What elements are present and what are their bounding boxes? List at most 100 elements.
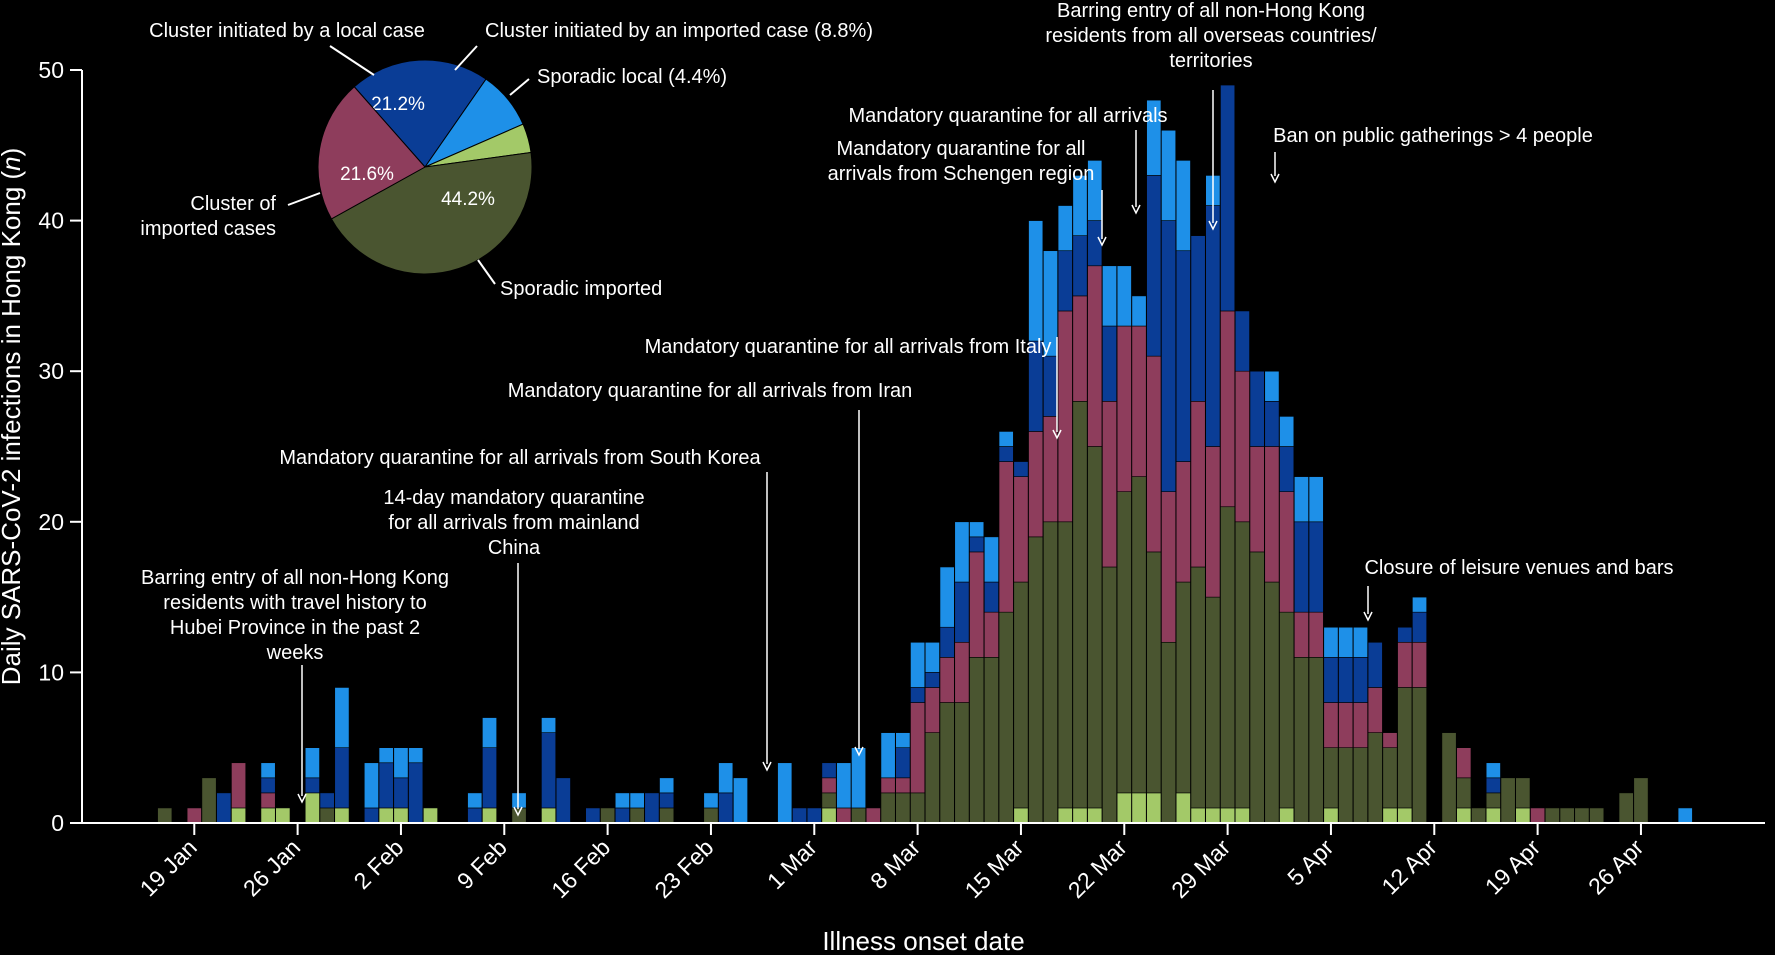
bar-segment-cluster_local bbox=[1264, 401, 1280, 447]
bar-segment-sporadic_imported bbox=[1515, 777, 1531, 809]
bar-segment-cluster_local bbox=[895, 747, 911, 779]
bar-segment-sporadic_imported bbox=[1633, 777, 1649, 824]
annotation-text: China bbox=[488, 537, 541, 559]
bar-segment-sporadic_imported bbox=[1175, 581, 1191, 794]
bar-segment-cluster_imported bbox=[1043, 416, 1058, 523]
bar-segment-sporadic_imported bbox=[851, 807, 867, 824]
pie-leader-line bbox=[477, 259, 496, 285]
bar-segment-sporadic_imported bbox=[1205, 596, 1221, 809]
bar-segment-cluster_initiated_imported bbox=[1264, 370, 1280, 402]
bar-segment-sporadic_local bbox=[378, 807, 394, 824]
bar-segment-cluster_initiated_imported bbox=[998, 431, 1014, 447]
x-ticks: 19 Jan 26 Jan 2 Feb 9 Feb 16 Feb 23 Feb 1 Mar 8… bbox=[135, 823, 1649, 903]
bar-segment-cluster_local bbox=[1249, 370, 1265, 447]
bar-segment-cluster_local bbox=[939, 626, 955, 658]
bar-segment-cluster_initiated_imported bbox=[836, 762, 852, 809]
bar-segment-cluster_initiated_imported bbox=[1116, 265, 1132, 327]
bar-segment-cluster_imported bbox=[1338, 702, 1354, 749]
pie-slice-label: 21.2% bbox=[371, 94, 425, 115]
annotation-text: weeks bbox=[266, 642, 324, 664]
x-tick-label: 26 Apr bbox=[1583, 834, 1649, 900]
bar-segment-cluster_local bbox=[1353, 657, 1368, 703]
bar-segment-cluster_imported bbox=[1382, 732, 1398, 749]
bar-segment-cluster_imported bbox=[1057, 310, 1073, 523]
x-tick-label: 1 Mar bbox=[762, 834, 822, 894]
bar-segment-cluster_local bbox=[1234, 310, 1250, 372]
bar-segment-cluster_local bbox=[1146, 175, 1162, 357]
bar-segment-cluster_imported bbox=[1190, 401, 1206, 568]
bar-segment-cluster_initiated_imported bbox=[1485, 762, 1501, 779]
bar-segment-cluster_imported bbox=[880, 777, 896, 794]
bar-segment-cluster_initiated_imported bbox=[260, 762, 276, 779]
bar-segment-sporadic_local bbox=[1515, 807, 1531, 824]
bar-segment-sporadic_local bbox=[1234, 807, 1250, 824]
bar-segment-cluster_initiated_imported bbox=[718, 762, 734, 794]
bar-segment-cluster_local bbox=[555, 777, 571, 824]
bar-segment-cluster_initiated_imported bbox=[983, 536, 999, 583]
bar-segment-sporadic_imported bbox=[1485, 792, 1501, 809]
annotation-text: Mandatory quarantine for all bbox=[836, 138, 1085, 160]
annotation-text: Ban on public gatherings > 4 people bbox=[1273, 125, 1593, 147]
bar-segment-sporadic_imported bbox=[1353, 747, 1368, 824]
bar-segment-sporadic_imported bbox=[1043, 521, 1058, 824]
pie-legend-label: Sporadic imported bbox=[500, 278, 662, 300]
bar-segment-cluster_local bbox=[1367, 641, 1383, 688]
y-axis-title: Daily SARS-CoV-2 infections in Hong Kong… bbox=[0, 148, 26, 686]
bar-segment-cluster_local bbox=[319, 792, 335, 809]
bar-segment-cluster_initiated_imported bbox=[1338, 626, 1354, 658]
bar-segment-sporadic_local bbox=[1323, 807, 1339, 824]
bar-segment-sporadic_imported bbox=[1220, 506, 1236, 809]
annotation: Ban on public gatherings > 4 people bbox=[1270, 125, 1593, 184]
pie-chart: 21.2% 44.2% 21.6% Cluster initiated by a lo… bbox=[140, 20, 873, 300]
bar-segment-sporadic_imported bbox=[1441, 732, 1457, 824]
bar-segment-cluster_initiated_imported bbox=[1279, 416, 1295, 447]
bar-segment-sporadic_local bbox=[1131, 792, 1147, 824]
bar-segment-cluster_local bbox=[983, 581, 999, 613]
bar-segment-cluster_local bbox=[541, 732, 557, 809]
bar-segment-sporadic_local bbox=[304, 792, 320, 824]
bar-segment-cluster_imported bbox=[186, 807, 202, 824]
bar-segment-sporadic_imported bbox=[983, 657, 999, 824]
annotation-arrowhead bbox=[1131, 204, 1141, 215]
bar-segment-cluster_initiated_imported bbox=[1161, 129, 1177, 221]
bar-segment-cluster_local bbox=[954, 581, 970, 643]
bar-segment-sporadic_imported bbox=[600, 807, 616, 824]
bar-segment-cluster_initiated_imported bbox=[1353, 626, 1368, 658]
pie-legend-label: Cluster of bbox=[190, 193, 276, 215]
bar-segment-cluster_local bbox=[1279, 446, 1295, 492]
x-tick-label: 2 Feb bbox=[349, 834, 409, 894]
bar-segment-cluster_initiated_imported bbox=[393, 747, 409, 779]
bar-segment-cluster_local bbox=[806, 807, 822, 824]
bar-segment-cluster_local bbox=[393, 777, 409, 809]
bar-segment-cluster_imported bbox=[1249, 446, 1265, 553]
bar-segment-sporadic_imported bbox=[1190, 566, 1206, 809]
bar-segment-cluster_initiated_imported bbox=[363, 762, 379, 809]
x-tick-label: 19 Apr bbox=[1480, 834, 1546, 900]
bar-segment-sporadic_local bbox=[482, 807, 497, 824]
x-tick-label: 29 Mar bbox=[1166, 834, 1235, 903]
bar-segment-cluster_initiated_imported bbox=[614, 792, 630, 809]
bar-segment-cluster_imported bbox=[836, 807, 852, 824]
bar-segment-cluster_initiated_imported bbox=[954, 521, 970, 583]
bar-segment-cluster_imported bbox=[1146, 355, 1162, 553]
annotations: Barring entry of all non-Hong Kong reside… bbox=[141, 0, 1674, 817]
pie-slice-label: 44.2% bbox=[441, 189, 495, 210]
bar-segment-cluster_imported bbox=[1353, 702, 1368, 749]
y-ticks: 0 10 20 30 40 50 bbox=[38, 57, 82, 836]
bar-segment-cluster_initiated_imported bbox=[408, 747, 424, 764]
bar-segment-sporadic_imported bbox=[1072, 401, 1088, 809]
bar-segment-sporadic_imported bbox=[1574, 807, 1590, 824]
bar-segment-sporadic_local bbox=[1087, 807, 1103, 824]
bar-segment-sporadic_local bbox=[1382, 807, 1398, 824]
bar-segment-sporadic_imported bbox=[1057, 521, 1073, 809]
annotation: Closure of leisure venues and bars bbox=[1363, 557, 1674, 622]
annotation-text: residents from all overseas countries/ bbox=[1045, 25, 1377, 47]
bar-segment-sporadic_imported bbox=[1028, 536, 1044, 824]
bar-segment-cluster_imported bbox=[1220, 310, 1236, 508]
bar-segment-cluster_initiated_imported bbox=[1072, 175, 1088, 236]
bar-segment-sporadic_imported bbox=[703, 807, 719, 824]
x-tick-label: 9 Feb bbox=[452, 834, 512, 894]
annotation-text: residents with travel history to bbox=[163, 592, 426, 614]
bar-segment-cluster_imported bbox=[1205, 446, 1221, 598]
